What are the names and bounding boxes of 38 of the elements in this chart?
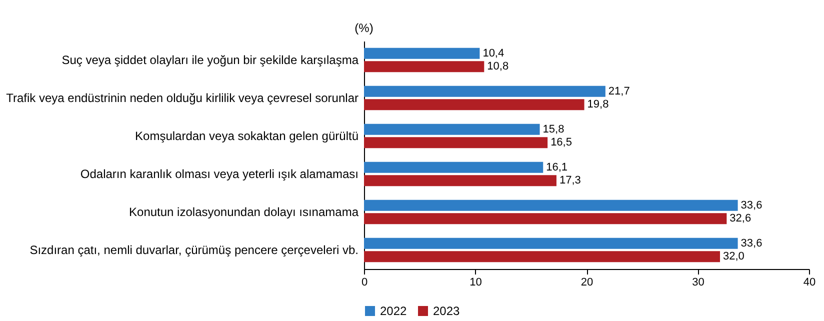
data-label: 21,7	[608, 85, 630, 98]
bar	[364, 86, 606, 97]
data-label: 15,8	[542, 123, 564, 136]
bar	[364, 99, 584, 110]
y-tick-label: Sızdıran çatı, nemli duvarlar, çürümüş pencere çerçeveleri vb.	[30, 243, 358, 257]
y-tick-label: Konutun izolasyonundan dolayı ısınamama	[129, 205, 359, 219]
bar	[364, 124, 540, 135]
y-tick-label: Trafik veya endüstrinin neden olduğu kirlilik veya çevresel sorunlar	[6, 91, 358, 105]
bar	[364, 162, 544, 173]
data-label: 17,3	[559, 174, 581, 187]
y-tick-label: Odaların karanlık olması veya yeterli ışık alamaması	[80, 167, 358, 181]
bar	[364, 48, 480, 59]
data-label: 16,1	[546, 161, 568, 174]
x-tick-label: 30	[692, 276, 704, 288]
bar	[364, 200, 738, 211]
bar	[364, 238, 738, 249]
x-tick-label: 40	[803, 276, 816, 288]
y-tick-label: Suç veya şiddet olayları ile yoğun bir şekilde karşılaşma	[62, 53, 359, 67]
bar	[364, 175, 556, 186]
bar	[364, 137, 548, 148]
data-label: 16,5	[550, 136, 572, 149]
data-label: 32,6	[730, 212, 752, 225]
data-label: 10,4	[482, 47, 504, 60]
bar	[364, 61, 484, 72]
y-tick-label: Komşulardan veya sokaktan gelen gürültü	[135, 129, 358, 143]
bar	[364, 251, 720, 262]
data-label: 32,0	[723, 250, 744, 263]
x-axis-title: (%)	[354, 21, 374, 35]
legend-label: 2022	[380, 304, 408, 318]
data-label: 33,6	[740, 199, 762, 212]
x-tick-label: 20	[580, 276, 594, 288]
data-label: 33,6	[740, 237, 762, 250]
bar	[364, 213, 727, 224]
legend-label: 2023	[433, 304, 460, 318]
data-label: 10,8	[487, 60, 509, 73]
x-tick-label: 0	[361, 276, 368, 288]
data-label: 19,8	[587, 98, 609, 111]
x-tick-label: 10	[470, 276, 482, 288]
